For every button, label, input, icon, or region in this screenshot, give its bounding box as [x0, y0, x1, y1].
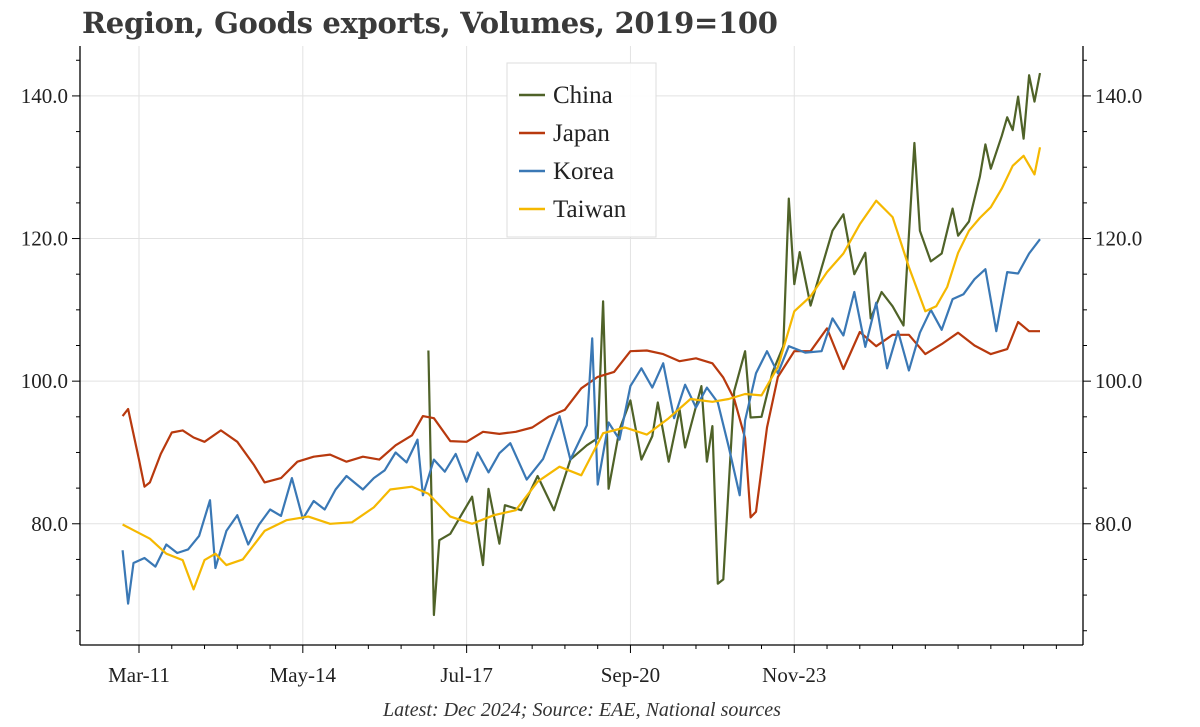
y-tick-label-left: 120.0 — [21, 227, 68, 251]
legend-label-korea: Korea — [553, 158, 614, 185]
x-tick-label: Sep-20 — [601, 663, 661, 687]
y-tick-label-left: 80.0 — [31, 512, 68, 536]
y-tick-label-right: 100.0 — [1095, 369, 1142, 393]
series-layer — [121, 72, 1042, 617]
axes: 80.0 80.0 100.0 100.0 120.0 120.0 140.0 140.0 Ma… — [21, 46, 1142, 687]
x-tick-label: Nov-23 — [762, 663, 826, 687]
y-tick-label-right: 120.0 — [1095, 227, 1142, 251]
x-tick-label: May-14 — [270, 663, 337, 687]
series-line-china — [427, 72, 1042, 617]
series-line-taiwan — [122, 147, 1042, 591]
y-tick-label-left: 100.0 — [21, 369, 68, 393]
series-line-japan — [121, 320, 1040, 519]
grid-lines — [80, 46, 1083, 645]
legend: China Japan Korea Taiwan — [506, 62, 657, 238]
x-tick-label: Jul-17 — [440, 663, 493, 687]
legend-label-china: China — [553, 82, 613, 109]
y-tick-label-left: 140.0 — [21, 84, 68, 108]
x-tick-label: Mar-11 — [108, 663, 170, 687]
series-line-korea — [121, 238, 1041, 605]
legend-label-taiwan: Taiwan — [553, 196, 627, 223]
legend-label-japan: Japan — [553, 120, 610, 147]
chart-caption: Latest: Dec 2024; Source: EAE, National … — [383, 699, 781, 721]
y-tick-label-right: 80.0 — [1095, 512, 1132, 536]
y-tick-label-right: 140.0 — [1095, 84, 1142, 108]
chart-title: Region, Goods exports, Volumes, 2019=100 — [82, 6, 778, 40]
